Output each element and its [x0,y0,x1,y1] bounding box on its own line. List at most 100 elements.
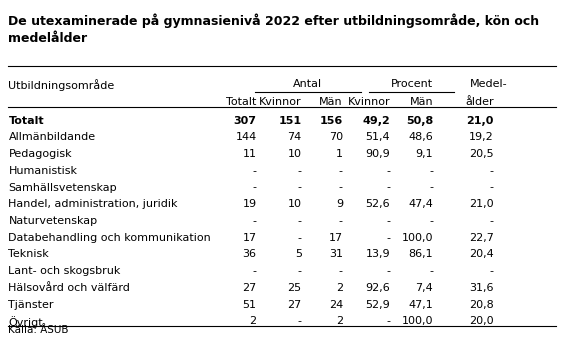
Text: -: - [253,166,257,176]
Text: -: - [253,266,257,276]
Text: Utbildningsområde: Utbildningsområde [8,79,114,91]
Text: 7,4: 7,4 [416,283,433,293]
Text: Humanistisk: Humanistisk [8,166,77,176]
Text: Medel-: Medel- [470,79,508,89]
Text: Antal: Antal [293,79,323,89]
Text: 9,1: 9,1 [416,149,433,159]
Text: ålder: ålder [465,97,494,107]
Text: 24: 24 [329,299,343,309]
Text: 21,0: 21,0 [466,116,494,126]
Text: -: - [429,183,433,193]
Text: Män: Män [409,97,433,107]
Text: 27: 27 [243,283,257,293]
Text: -: - [386,216,390,226]
Text: -: - [386,183,390,193]
Text: -: - [339,183,343,193]
Text: -: - [429,166,433,176]
Text: -: - [429,266,433,276]
Text: -: - [429,216,433,226]
Text: -: - [386,316,390,326]
Text: De utexaminerade på gymnasienivå 2022 efter utbildningsområde, kön och
medelålde: De utexaminerade på gymnasienivå 2022 ef… [8,14,540,45]
Text: 52,6: 52,6 [365,199,390,209]
Text: 36: 36 [243,249,257,259]
Text: 49,2: 49,2 [363,116,390,126]
Text: Män: Män [319,97,343,107]
Text: 52,9: 52,9 [365,299,390,309]
Text: Hälsovård och välfärd: Hälsovård och välfärd [8,283,130,293]
Text: 100,0: 100,0 [402,233,433,243]
Text: -: - [339,216,343,226]
Text: -: - [253,216,257,226]
Text: 74: 74 [288,132,302,142]
Text: 2: 2 [336,283,343,293]
Text: 31,6: 31,6 [469,283,494,293]
Text: -: - [339,266,343,276]
Text: 25: 25 [288,283,302,293]
Text: 151: 151 [279,116,302,126]
Text: 19,2: 19,2 [469,132,494,142]
Text: Procent: Procent [391,79,433,89]
Text: 5: 5 [295,249,302,259]
Text: -: - [490,266,494,276]
Text: Totalt: Totalt [226,97,257,107]
Text: Naturvetenskap: Naturvetenskap [8,216,98,226]
Text: 2: 2 [249,316,257,326]
Text: 20,0: 20,0 [469,316,494,326]
Text: -: - [386,166,390,176]
Text: 20,5: 20,5 [469,149,494,159]
Text: Samhällsvetenskap: Samhällsvetenskap [8,183,117,193]
Text: Allmänbildande: Allmänbildande [8,132,95,142]
Text: 27: 27 [288,299,302,309]
Text: 86,1: 86,1 [408,249,433,259]
Text: -: - [298,266,302,276]
Text: -: - [490,216,494,226]
Text: -: - [298,166,302,176]
Text: Totalt: Totalt [8,116,44,126]
Text: 47,4: 47,4 [408,199,433,209]
Text: Övrigt: Övrigt [8,316,43,328]
Text: Lant- och skogsbruk: Lant- och skogsbruk [8,266,121,276]
Text: 21,0: 21,0 [469,199,494,209]
Text: -: - [490,183,494,193]
Text: 90,9: 90,9 [365,149,390,159]
Text: 100,0: 100,0 [402,316,433,326]
Text: 50,8: 50,8 [406,116,433,126]
Text: 20,4: 20,4 [469,249,494,259]
Text: 20,8: 20,8 [469,299,494,309]
Text: 144: 144 [235,132,257,142]
Text: 17: 17 [243,233,257,243]
Text: -: - [339,166,343,176]
Text: Kvinnor: Kvinnor [347,97,390,107]
Text: 156: 156 [320,116,343,126]
Text: Handel, administration, juridik: Handel, administration, juridik [8,199,178,209]
Text: 307: 307 [233,116,257,126]
Text: -: - [386,266,390,276]
Text: -: - [298,183,302,193]
Text: 47,1: 47,1 [408,299,433,309]
Text: 19: 19 [243,199,257,209]
Text: 51,4: 51,4 [365,132,390,142]
Text: 48,6: 48,6 [408,132,433,142]
Text: 10: 10 [288,149,302,159]
Text: 31: 31 [329,249,343,259]
Text: Tjänster: Tjänster [8,299,54,309]
Text: -: - [490,166,494,176]
Text: 70: 70 [329,132,343,142]
Text: 2: 2 [336,316,343,326]
Text: 92,6: 92,6 [365,283,390,293]
Text: 17: 17 [329,233,343,243]
Text: Källa: ÅSUB: Källa: ÅSUB [8,325,69,335]
Text: 9: 9 [336,199,343,209]
Text: -: - [386,233,390,243]
Text: Pedagogisk: Pedagogisk [8,149,72,159]
Text: Teknisk: Teknisk [8,249,49,259]
Text: -: - [298,316,302,326]
Text: 1: 1 [336,149,343,159]
Text: 10: 10 [288,199,302,209]
Text: 22,7: 22,7 [469,233,494,243]
Text: Databehandling och kommunikation: Databehandling och kommunikation [8,233,211,243]
Text: -: - [298,233,302,243]
Text: 51: 51 [243,299,257,309]
Text: 13,9: 13,9 [365,249,390,259]
Text: -: - [298,216,302,226]
